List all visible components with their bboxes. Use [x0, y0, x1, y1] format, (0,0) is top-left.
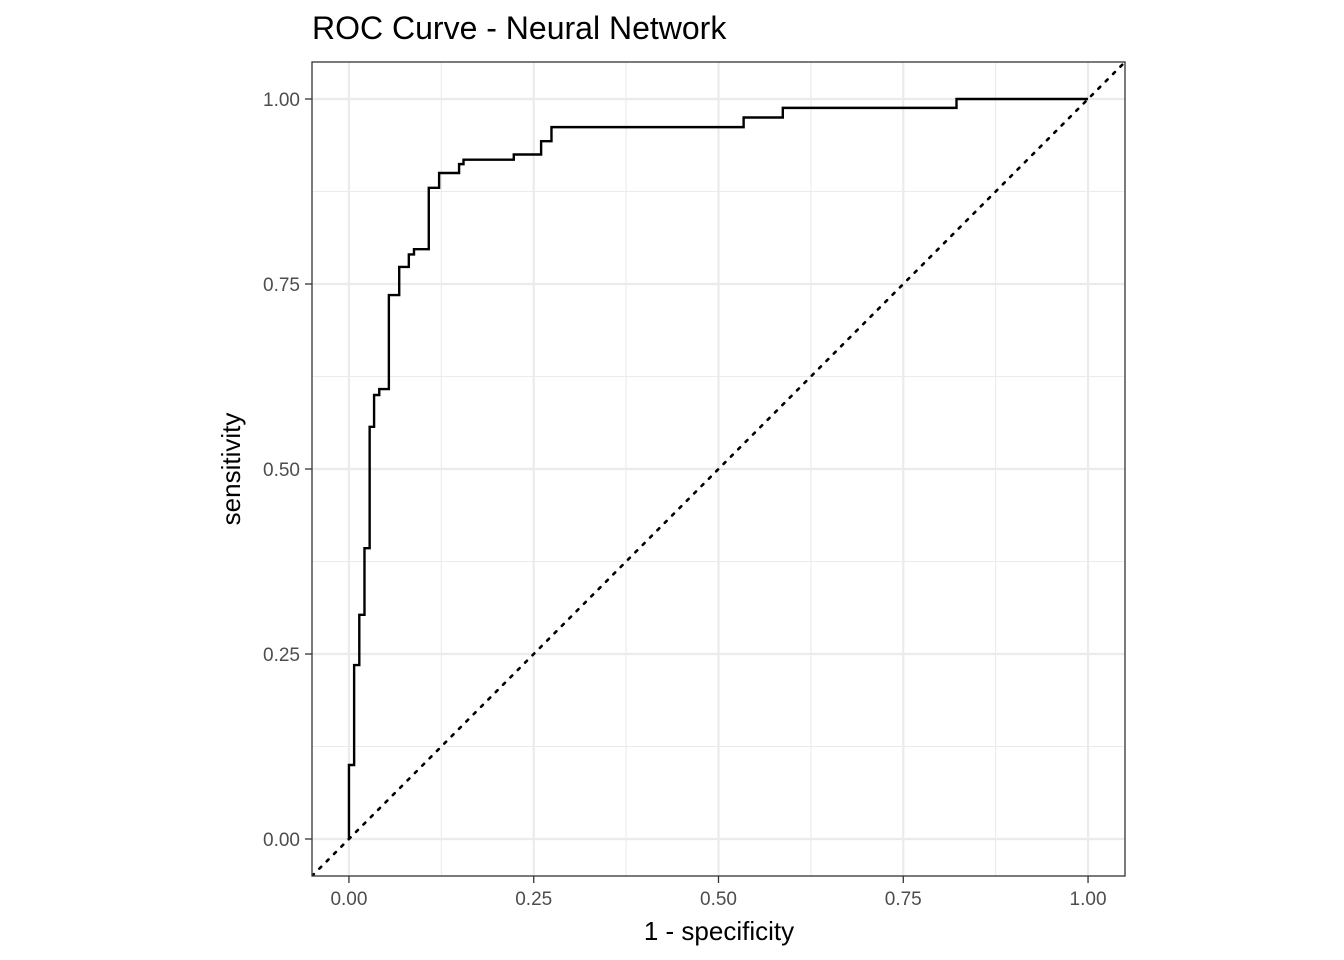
x-tick-label: 0.75	[885, 889, 922, 910]
roc-curve-line	[347, 97, 1089, 839]
y-tick-label: 1.00	[263, 90, 300, 111]
x-tick-label: 0.50	[700, 889, 737, 910]
y-axis-title: sensitivity	[216, 413, 246, 526]
y-tick-label: 0.50	[263, 460, 300, 481]
y-tick-label: 0.25	[263, 645, 300, 666]
y-tick-label: 0.75	[263, 275, 300, 296]
x-tick-label: 0.25	[515, 889, 552, 910]
y-tick-label: 0.00	[263, 830, 300, 851]
x-tick-label: 0.00	[330, 889, 367, 910]
plot-area: 0.00 0.25 0.50 0.75 1.00 0.00 0.25 0.50 0.75 1.00	[263, 61, 1126, 910]
reference-diagonal-line	[312, 62, 1125, 876]
x-axis-title: 1 - specificity	[644, 916, 794, 946]
chart-title: ROC Curve - Neural Network	[312, 10, 727, 46]
x-tick-label: 1.00	[1070, 889, 1107, 910]
